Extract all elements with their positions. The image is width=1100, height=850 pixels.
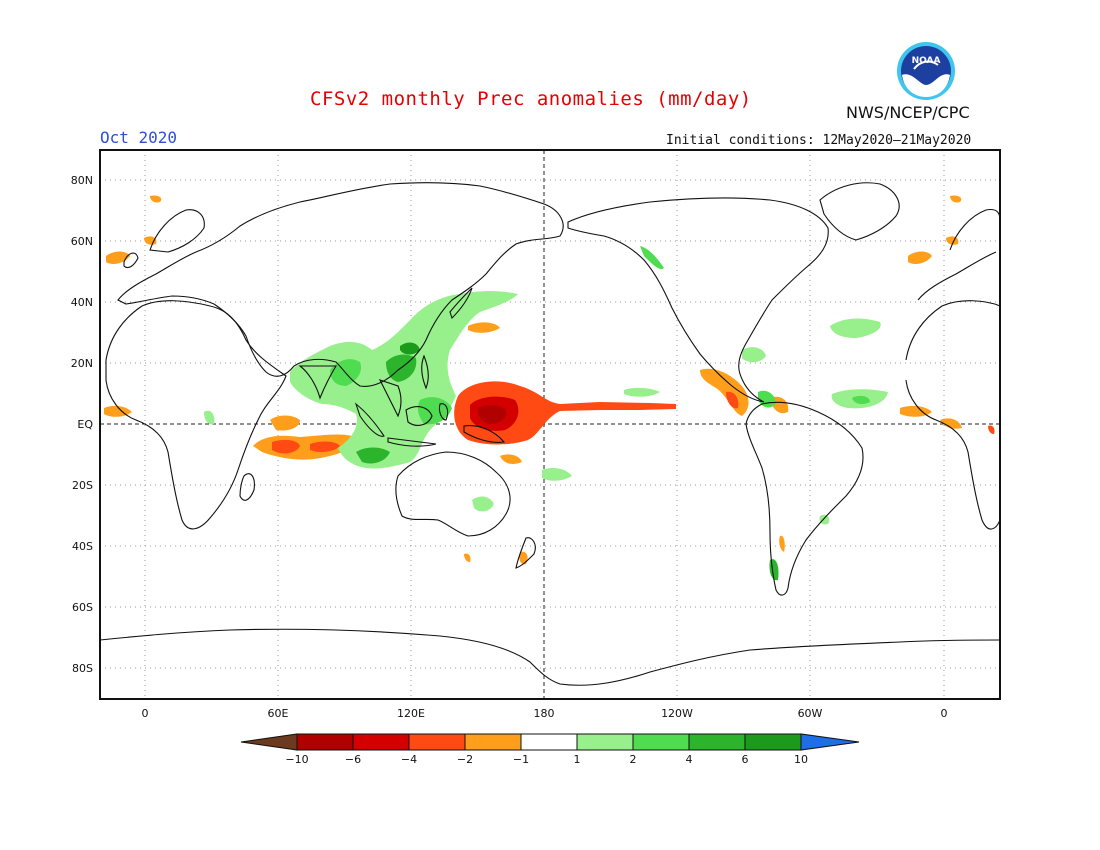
lon-label: 60E — [268, 707, 289, 720]
colorbar-bin — [576, 733, 634, 751]
lat-label: 20N — [71, 357, 93, 370]
colorbar: −10 −6 −4 −2 −1 1 2 4 6 10 — [240, 733, 860, 766]
colorbar-tick-label: 1 — [574, 753, 581, 766]
lat-label: EQ — [77, 418, 93, 431]
lon-label: 0 — [941, 707, 948, 720]
lat-label: 20S — [72, 479, 93, 492]
grid-lines — [100, 150, 1000, 699]
colorbar-max-arrow — [800, 733, 860, 751]
lat-labels: 80N 60N 40N 20N EQ 20S 40S 60S 80S — [71, 174, 94, 675]
colorbar-tick-label: −4 — [401, 753, 417, 766]
colorbar-tick-label: −1 — [513, 753, 529, 766]
coastlines — [100, 182, 1000, 686]
map-frame — [99, 149, 1001, 700]
noaa-logo-icon: NOAA — [897, 42, 955, 100]
colorbar-bin — [464, 733, 522, 751]
colorbar-tick-label: 4 — [686, 753, 693, 766]
lon-label: 120E — [397, 707, 425, 720]
lon-label: 180 — [534, 707, 555, 720]
colorbar-bin — [632, 733, 690, 751]
lat-label: 60N — [71, 235, 93, 248]
lon-label: 60W — [798, 707, 823, 720]
lat-label: 80S — [72, 662, 93, 675]
colorbar-tick-label: 6 — [742, 753, 749, 766]
lat-label: 80N — [71, 174, 93, 187]
colorbar-tick-label: −6 — [345, 753, 361, 766]
colorbar-bin — [296, 733, 354, 751]
wet-anomalies — [204, 246, 888, 581]
colorbar-tick-label: −2 — [457, 753, 473, 766]
lon-label: 120W — [661, 707, 693, 720]
colorbar-bin — [520, 733, 578, 751]
lon-label: 0 — [142, 707, 149, 720]
lat-label: 40N — [71, 296, 93, 309]
colorbar-bin — [352, 733, 410, 751]
forecast-month: Oct 2020 — [100, 128, 178, 147]
logo-text: NOAA — [912, 56, 941, 66]
lat-label: 40S — [72, 540, 93, 553]
colorbar-bin — [408, 733, 466, 751]
colorbar-tick-label: 10 — [794, 753, 808, 766]
lat-label: 60S — [72, 601, 93, 614]
colorbar-min-arrow — [240, 733, 298, 751]
chart-title: CFSv2 monthly Prec anomalies (mm/day) — [310, 88, 752, 110]
lon-labels: 0 60E 120E 180 120W 60W 0 — [142, 707, 948, 720]
initial-conditions: Initial conditions: 12May2020–21May2020 — [666, 133, 972, 148]
colorbar-bin — [688, 733, 746, 751]
colorbar-bin — [744, 733, 802, 751]
colorbar-tick-label: −10 — [285, 753, 308, 766]
agency-label: NWS/NCEP/CPC — [846, 103, 970, 122]
colorbar-tick-label: 2 — [630, 753, 637, 766]
